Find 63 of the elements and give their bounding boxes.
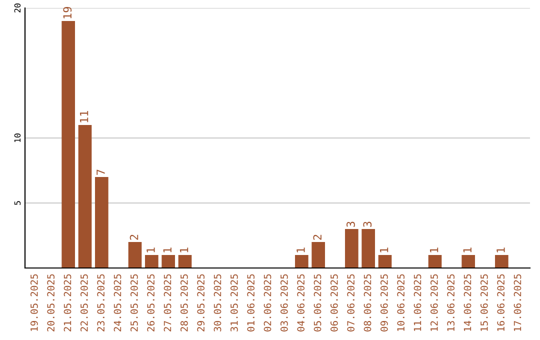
x-tick-label: 07.06.2025: [347, 274, 355, 332]
data-label: 1: [163, 248, 172, 252]
x-tick-label: 23.05.2025: [97, 274, 105, 332]
y-tick-label: 20: [14, 4, 21, 12]
bar: [495, 255, 508, 268]
bar: [145, 255, 158, 268]
bar: [95, 177, 108, 268]
x-tick-label: 11.06.2025: [414, 274, 422, 331]
x-tick-label: 21.05.2025: [64, 274, 72, 332]
y-tick-label: 10: [14, 134, 21, 142]
x-tick-label: 20.05.2025: [47, 274, 55, 332]
bar: [462, 255, 475, 268]
x-tick-label: 31.05.2025: [230, 274, 238, 332]
bar: [312, 242, 325, 268]
data-label: 1: [146, 248, 155, 252]
x-tick-label: 04.06.2025: [297, 274, 305, 332]
data-label: 1: [496, 248, 505, 252]
x-tick-label: 28.05.2025: [180, 274, 188, 332]
x-tick-label: 25.05.2025: [130, 274, 138, 332]
bar: [362, 229, 375, 268]
data-label: 7: [96, 170, 105, 175]
bar: [162, 255, 175, 268]
data-label: 1: [463, 248, 472, 252]
data-label: 1: [380, 248, 388, 252]
x-tick-label: 09.06.2025: [380, 274, 388, 332]
bar: [78, 125, 92, 268]
x-tick-label: 12.06.2025: [430, 274, 438, 331]
bar: [178, 255, 192, 268]
x-tick-label: 22.05.2025: [80, 274, 88, 332]
data-label: 11: [80, 110, 88, 122]
bar: [345, 229, 358, 268]
y-tick-label: 5: [14, 201, 21, 205]
data-label: 3: [363, 222, 372, 227]
x-tick-label: 08.06.2025: [364, 274, 372, 332]
x-tick-label: 16.06.2025: [497, 274, 505, 331]
x-tick-label: 29.05.2025: [197, 274, 205, 332]
x-tick-label: 30.05.2025: [214, 274, 222, 332]
data-label: 1: [296, 248, 305, 252]
x-tick-label: 19.05.2025: [30, 274, 38, 331]
x-tick-label: 02.06.2025: [264, 274, 272, 332]
x-tick-label: 10.06.2025: [397, 274, 405, 331]
data-label: 2: [130, 234, 138, 240]
x-tick-label: 17.06.2025: [514, 274, 522, 331]
bar: [378, 255, 392, 268]
x-tick-label: 01.06.2025: [247, 274, 255, 332]
x-tick-label: 03.06.2025: [280, 274, 288, 332]
x-tick-label: 14.06.2025: [464, 274, 472, 331]
x-tick-label: 26.05.2025: [147, 274, 155, 332]
x-tick-label: 27.05.2025: [164, 274, 172, 332]
data-label: 2: [313, 234, 322, 240]
x-tick-label: 24.05.2025: [114, 274, 122, 332]
data-label: 1: [180, 248, 188, 252]
data-label: 1: [430, 248, 438, 252]
data-label: 19: [63, 6, 72, 18]
data-label: 3: [346, 222, 355, 227]
x-tick-label: 06.06.2025: [330, 274, 338, 332]
x-tick-label: 05.06.2025: [314, 274, 322, 332]
x-tick-label: 15.06.2025: [480, 274, 488, 331]
x-tick-label: 13.06.2025: [447, 274, 455, 331]
bar: [295, 255, 308, 268]
bar: [62, 21, 75, 268]
bar: [428, 255, 442, 268]
bar: [128, 242, 142, 268]
